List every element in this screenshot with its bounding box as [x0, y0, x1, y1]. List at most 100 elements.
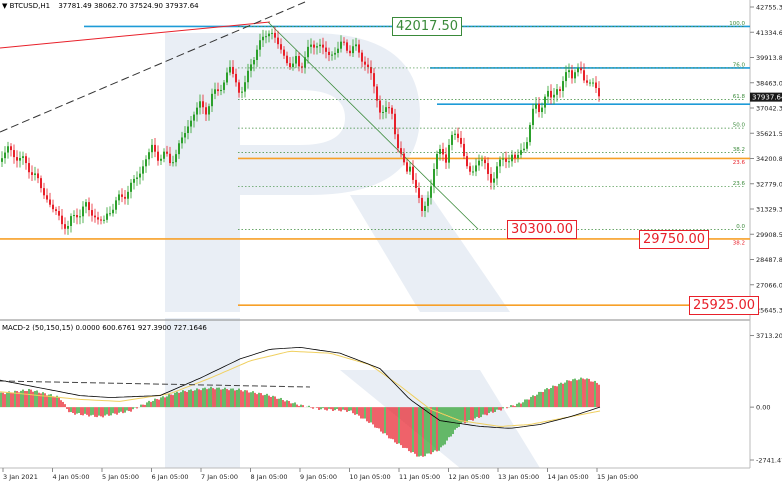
signal-line — [0, 350, 601, 427]
candle-body — [442, 148, 444, 155]
time-tick-label: 11 Jan 05:00 — [399, 473, 440, 481]
candle-body — [373, 73, 375, 87]
candle-body — [430, 186, 432, 198]
candle-body — [400, 148, 402, 154]
candle-body — [469, 166, 471, 172]
price-level-label: 30300.00 — [507, 220, 578, 240]
candle-body — [178, 143, 180, 155]
time-tick-label: 15 Jan 05:00 — [597, 473, 638, 481]
candle-body — [274, 32, 276, 38]
candle-body — [487, 163, 489, 174]
price-tick-label: 37042.30 — [756, 105, 782, 113]
macd-tick-label: 0.00 — [756, 404, 770, 412]
fib-level-label: 76.0 — [733, 62, 746, 68]
black-dashed-trendline — [0, 1, 306, 133]
candle-body — [484, 159, 486, 164]
candle-body — [316, 46, 318, 48]
candle-body — [157, 151, 159, 161]
time-axis: 3 Jan 2021 4 Jan 05:00 5 Jan 05:00 6 Jan 05… — [2, 468, 638, 481]
candle-body — [529, 125, 531, 143]
candle-body — [379, 100, 381, 113]
candle-body — [493, 178, 495, 183]
candle-body — [28, 163, 30, 173]
candle-body — [394, 113, 396, 135]
candle-body — [439, 148, 441, 154]
candle-body — [538, 103, 540, 113]
candle-body — [448, 144, 450, 163]
candle-body — [568, 70, 570, 73]
candle-body — [565, 72, 567, 82]
candle-body — [295, 56, 297, 64]
candle-body — [85, 202, 87, 207]
candle-body — [598, 88, 600, 97]
candle-body — [277, 37, 279, 45]
candle-body — [226, 72, 228, 83]
candle-body — [97, 217, 99, 220]
collapse-arrow-icon[interactable]: ▼ — [2, 2, 8, 10]
candle-body — [136, 177, 138, 179]
macd-tick-label: 3713.2084 — [756, 332, 782, 340]
candle-body — [253, 59, 255, 65]
candle-body — [424, 205, 426, 211]
candle-body — [268, 33, 270, 37]
candle-body — [580, 67, 582, 71]
price-tick-label: 38463.06 — [756, 79, 782, 87]
candle-body — [454, 133, 456, 135]
candle-body — [412, 166, 414, 180]
candle-body — [76, 215, 78, 218]
candle-body — [535, 103, 537, 109]
time-tick-label: 4 Jan 05:00 — [53, 473, 90, 481]
candle-body — [346, 42, 348, 51]
candle-body — [1, 158, 3, 162]
green-fib-diagonal — [267, 21, 479, 230]
price-tick-label: 27066.02 — [756, 281, 782, 289]
candle-body — [520, 150, 522, 155]
candle-body — [556, 89, 558, 95]
candle-body — [406, 162, 408, 172]
candle-body — [427, 197, 429, 206]
candle-body — [196, 107, 198, 115]
candle-body — [109, 213, 111, 215]
candle-body — [124, 196, 126, 199]
candle-body — [325, 47, 327, 52]
price-axis: 42755.36 41334.60 39913.85 38463.06 37042.30… — [750, 4, 782, 315]
candle-body — [475, 165, 477, 172]
time-tick-label: 14 Jan 05:00 — [548, 473, 589, 481]
candle-body — [433, 168, 435, 187]
candle-body — [403, 153, 405, 163]
candle-body — [391, 107, 393, 114]
trend-lines — [0, 1, 479, 230]
candle-body — [514, 154, 516, 159]
candle-body — [250, 64, 252, 71]
candle-body — [169, 153, 171, 164]
candle-body — [367, 64, 369, 68]
candle-body — [187, 126, 189, 134]
time-tick-label: 13 Jan 05:00 — [498, 473, 539, 481]
price-tick-label: 41334.60 — [756, 29, 782, 37]
candle-body — [127, 191, 129, 199]
price-level-label: 29750.00 — [639, 229, 710, 249]
candle-body — [247, 70, 249, 83]
candle-body — [208, 106, 210, 115]
candle-body — [142, 166, 144, 174]
candle-body — [592, 82, 594, 84]
candle-body — [229, 66, 231, 73]
candle-body — [118, 194, 120, 201]
candle-body — [205, 107, 207, 115]
candle-body — [559, 89, 561, 91]
candle-body — [130, 182, 132, 192]
candle-body — [301, 66, 303, 68]
ohlc-values: 37781.49 38062.70 37524.90 37937.64 — [58, 2, 199, 10]
macd-tick-label: -2741.4791 — [756, 457, 782, 465]
candle-body — [502, 158, 504, 160]
candle-body — [337, 48, 339, 53]
candle-body — [259, 40, 261, 50]
candle-body — [460, 137, 462, 144]
candle-body — [70, 216, 72, 227]
candle-body — [313, 44, 315, 48]
candle-body — [16, 157, 18, 161]
candle-body — [103, 219, 105, 221]
candle-body — [328, 51, 330, 56]
candle-body — [160, 158, 162, 161]
candle-body — [589, 82, 591, 84]
